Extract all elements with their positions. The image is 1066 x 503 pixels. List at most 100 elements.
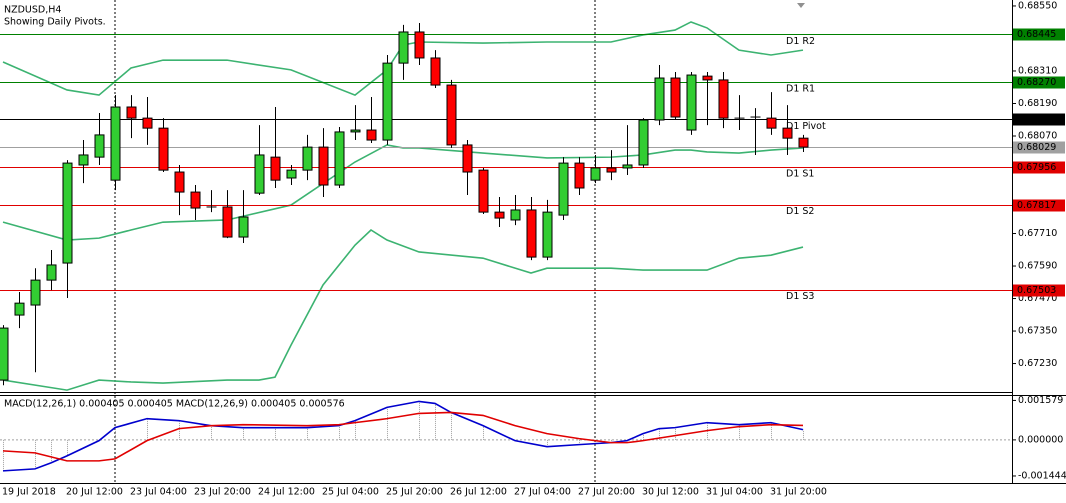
- candle-body: [318, 146, 329, 186]
- pivot-level-name: D1 S2: [786, 206, 814, 217]
- candle-body: [590, 167, 601, 181]
- candle-body: [574, 162, 585, 189]
- pivot-level-label: 0.67817: [1017, 200, 1056, 211]
- y-tick-label: 0.68550: [1018, 0, 1057, 11]
- candle-body: [686, 74, 697, 131]
- pivot-level-label-box: [1013, 76, 1065, 89]
- candle-body: [222, 206, 233, 238]
- candle-body: [494, 211, 505, 219]
- candle-body: [142, 117, 153, 129]
- candle-body: [110, 106, 121, 181]
- candle-body: [478, 169, 489, 213]
- x-tick-label: 23 Jul 20:00: [194, 487, 251, 498]
- candle-body: [0, 327, 9, 381]
- indicator-label: MACD(12,26,1) 0.000405 0.000405 MACD(12,…: [4, 399, 345, 410]
- candle-body: [430, 57, 441, 86]
- pivot-level-label-box: [1013, 113, 1065, 126]
- x-tick-label: 25 Jul 04:00: [322, 487, 379, 498]
- candle-body: [286, 169, 297, 179]
- candle-body: [702, 75, 713, 81]
- y-tick-label: 0.67230: [1018, 358, 1057, 369]
- candle-body: [302, 146, 313, 171]
- candle-body: [158, 127, 169, 171]
- candle-body: [350, 129, 361, 133]
- candle-body: [78, 154, 89, 166]
- pivot-level-label: 0.67503: [1017, 285, 1056, 296]
- pivot-level-label: 0.67956: [1017, 162, 1056, 173]
- candle-body: [462, 144, 473, 173]
- candle-body: [766, 117, 777, 129]
- pivot-level-name: D1 R2: [786, 36, 815, 47]
- candle-body: [174, 171, 185, 193]
- x-tick-label: 25 Jul 20:00: [386, 487, 443, 498]
- chart-title: NZDUSD,H4: [4, 5, 61, 16]
- x-tick-label: 30 Jul 12:00: [642, 487, 699, 498]
- candle-body: [638, 119, 649, 166]
- candle-body: [366, 129, 377, 141]
- y-tick-label: 0.68190: [1018, 98, 1057, 109]
- pivot-level-label-box: [1013, 161, 1065, 174]
- candle-body: [542, 211, 553, 258]
- y-tick-label: -0.001444: [1018, 470, 1066, 481]
- candle-body: [14, 302, 25, 316]
- pivot-level-name: D1 R1: [786, 83, 815, 94]
- candle-body: [126, 106, 137, 119]
- pivot-level-label-box: [1013, 199, 1065, 212]
- candle-body: [622, 164, 633, 169]
- y-tick-label: 0.000000: [1018, 434, 1063, 445]
- candle-body: [782, 127, 793, 139]
- candle-body: [510, 209, 521, 221]
- candle-body: [718, 79, 729, 119]
- y-tick-label: 0.68310: [1018, 65, 1057, 76]
- candle-body: [558, 162, 569, 216]
- current-price-label-box: [1013, 141, 1065, 154]
- x-tick-label: 20 Jul 12:00: [66, 487, 123, 498]
- candle-body: [190, 191, 201, 209]
- candle-body: [254, 154, 265, 194]
- y-tick-label: 0.67590: [1018, 261, 1057, 272]
- candle-body: [238, 216, 249, 238]
- pivot-level-name: D1 Pivot: [786, 121, 826, 132]
- pivot-level-name: D1 S1: [786, 168, 814, 179]
- x-tick-label: 23 Jul 04:00: [130, 487, 187, 498]
- candle-body: [30, 279, 41, 306]
- indicator-line: [2, 411, 804, 462]
- chart-subtitle: Showing Daily Pivots.: [4, 17, 106, 28]
- pivot-level-label: 0.68270: [1017, 77, 1056, 88]
- x-tick-label: 19 Jul 2018: [2, 487, 56, 498]
- candle-body: [654, 77, 665, 121]
- candle-body: [446, 84, 457, 146]
- candle-body: [670, 77, 681, 118]
- candle-body: [46, 264, 57, 281]
- candle-body: [526, 209, 537, 258]
- candle-body: [94, 134, 105, 158]
- candle-body: [382, 62, 393, 141]
- candle-body: [334, 131, 345, 186]
- pivot-level-label-box: [1013, 28, 1065, 41]
- pivot-level-label-box: [1013, 284, 1065, 297]
- indicator-line: [2, 228, 804, 391]
- x-tick-label: 24 Jul 12:00: [258, 487, 315, 498]
- pivot-level-name: D1 S3: [786, 291, 814, 302]
- candle-body: [606, 167, 617, 173]
- x-tick-label: 31 Jul 20:00: [770, 487, 827, 498]
- y-tick-label: 0.67710: [1018, 228, 1057, 239]
- candle-body: [62, 162, 73, 264]
- x-tick-label: 26 Jul 12:00: [450, 487, 507, 498]
- x-tick-label: 27 Jul 20:00: [578, 487, 635, 498]
- indicator-line: [2, 400, 804, 472]
- candle-body: [798, 137, 809, 148]
- x-tick-label: 31 Jul 04:00: [706, 487, 763, 498]
- shift-marker: [797, 3, 805, 8]
- candle-body: [398, 31, 409, 64]
- y-tick-label: 0.67350: [1018, 326, 1057, 337]
- pivot-level-label: 0.68131: [1017, 114, 1056, 125]
- y-tick-label: 0.67470: [1018, 293, 1057, 304]
- candle-body: [270, 156, 281, 181]
- y-tick-label: 0.68070: [1018, 130, 1057, 141]
- candle-body: [414, 31, 425, 59]
- pivot-level-label: 0.68445: [1017, 29, 1056, 40]
- x-tick-label: 27 Jul 04:00: [514, 487, 571, 498]
